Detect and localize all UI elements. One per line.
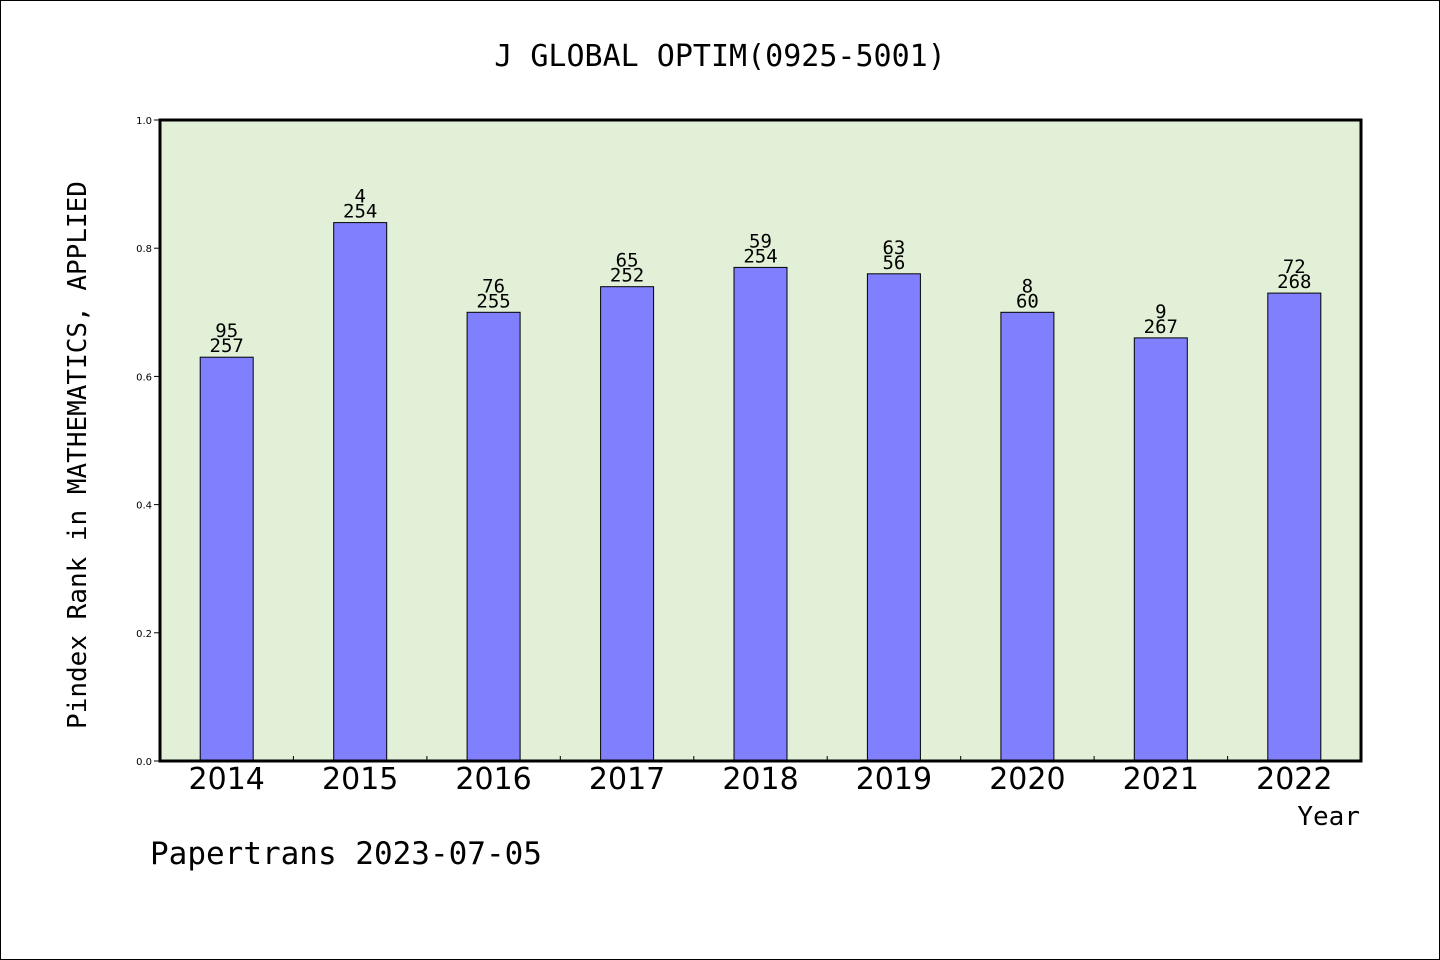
bar-2018 [733, 266, 788, 762]
bar-2016 [466, 311, 521, 762]
y-axis-label: Pindex Rank in MATHEMATICS, APPLIED [63, 181, 93, 729]
rank-label-2019: 63 [882, 237, 905, 259]
footer-text: Papertrans 2023-07-05 [150, 836, 542, 872]
x-tick-label-2015: 2015 [322, 762, 398, 797]
rank-label-2018: 59 [749, 230, 772, 252]
plot-border [158, 118, 1363, 763]
rank-label-2016: 76 [482, 275, 505, 297]
total-label-2015: 254 [343, 201, 377, 223]
y-axis: 0.0 0.2 0.4 0.6 0.8 1.0 [136, 116, 160, 768]
total-label-2018: 254 [743, 245, 777, 267]
bar-2015 [333, 222, 388, 762]
total-label-2020: 60 [1016, 290, 1039, 312]
y-tick-label: 0.8 [136, 244, 152, 255]
x-tick-label-2020: 2020 [989, 762, 1065, 797]
total-label-2016: 255 [476, 290, 510, 312]
bar-2020 [1000, 311, 1055, 762]
bar-2019 [866, 273, 921, 762]
y-tick-label: 0.2 [136, 629, 152, 640]
total-label-2022: 268 [1277, 271, 1311, 293]
total-label-2021: 267 [1144, 316, 1178, 338]
rank-label-2014: 95 [215, 320, 238, 342]
x-tick-label-2016: 2016 [455, 762, 531, 797]
x-tick-label-2021: 2021 [1123, 762, 1199, 797]
bar-2022 [1267, 292, 1322, 762]
y-tick-label: 1.0 [136, 116, 152, 127]
y-tick-label: 0.0 [136, 757, 152, 768]
rank-label-2015: 4 [354, 186, 365, 208]
x-axis: 2014 2015 2016 2017 2018 2019 2020 2021 2022 [189, 756, 1332, 797]
x-tick-label-2017: 2017 [589, 762, 665, 797]
y-tick-label: 0.6 [136, 372, 152, 383]
rank-label-2022: 72 [1283, 256, 1306, 278]
total-label-2019: 56 [882, 252, 905, 274]
x-tick-label-2018: 2018 [722, 762, 798, 797]
bar-2017 [600, 286, 655, 762]
chart-title: J GLOBAL OPTIM(0925-5001) [494, 39, 946, 74]
bar-2021 [1133, 337, 1188, 762]
x-tick-label-2014: 2014 [189, 762, 265, 797]
x-tick-label-2019: 2019 [856, 762, 932, 797]
bar-2014 [199, 356, 254, 762]
rank-label-2017: 65 [616, 250, 639, 272]
y-tick-label: 0.4 [136, 501, 152, 512]
rank-label-2021: 9 [1155, 301, 1166, 323]
bars-group [199, 222, 1322, 762]
rank-label-2020: 8 [1022, 275, 1033, 297]
total-label-2014: 257 [210, 335, 244, 357]
total-label-2017: 252 [610, 265, 644, 287]
x-tick-label-2022: 2022 [1256, 762, 1332, 797]
x-axis-label: Year [1297, 802, 1360, 832]
